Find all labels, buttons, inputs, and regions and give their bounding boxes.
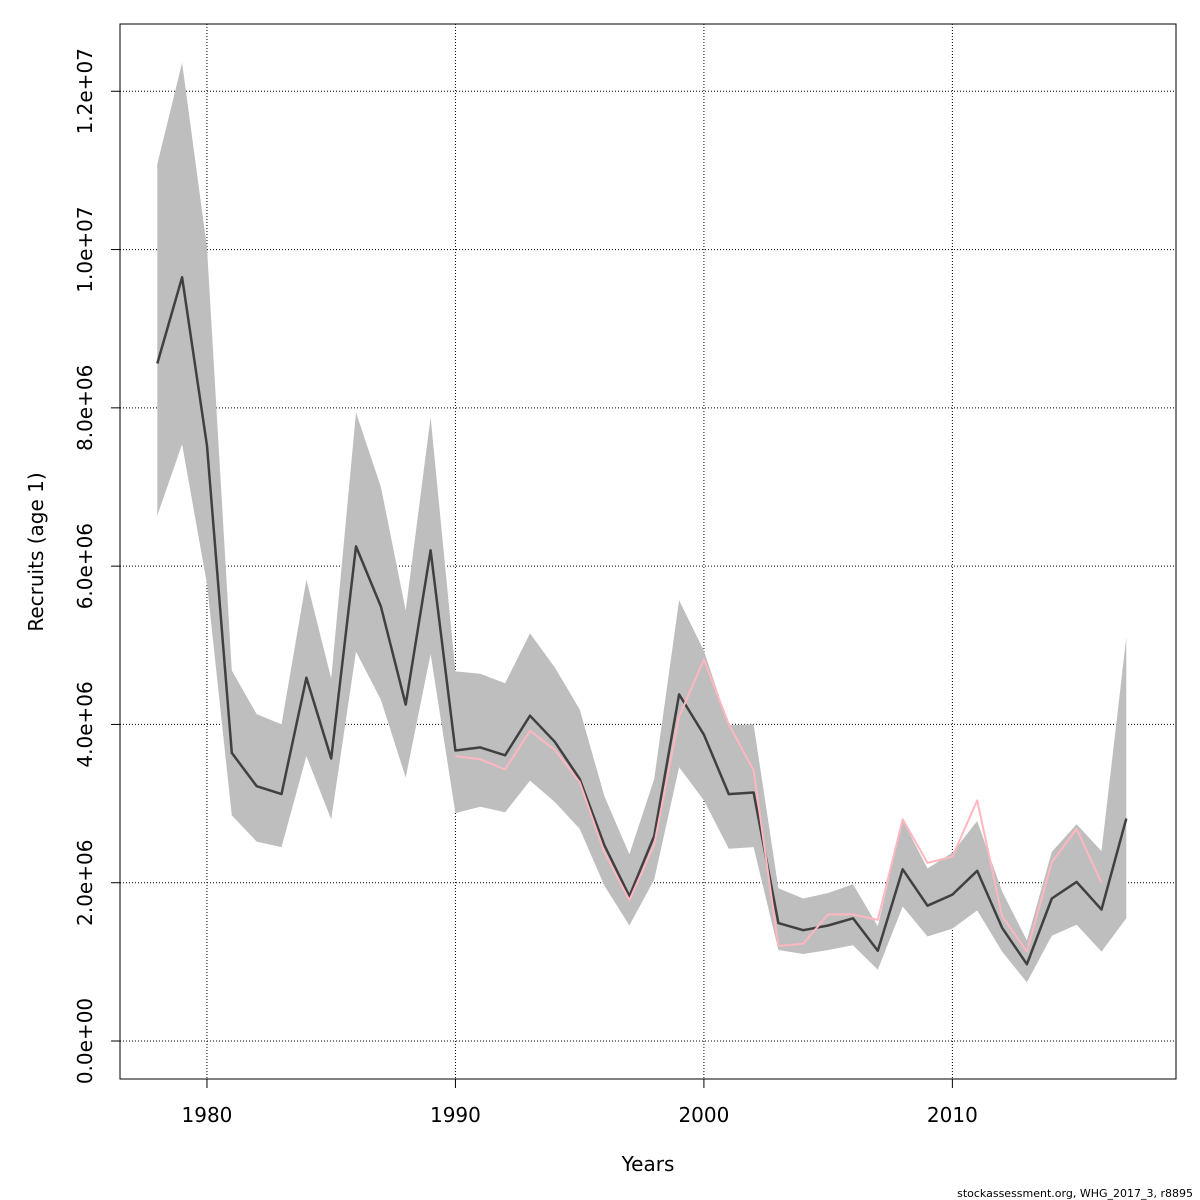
- x-tick-label: 2010: [927, 1103, 978, 1127]
- y-tick-label: 1.0e+07: [73, 206, 97, 292]
- y-tick-label: 6.0e+06: [73, 523, 97, 609]
- y-tick-label: 1.2e+07: [73, 48, 97, 134]
- estimate-line: [156, 276, 1128, 966]
- y-tick-label: 0.0e+00: [73, 998, 97, 1084]
- footer-credit: stockassessment.org, WHG_2017_3, r8895: [957, 1187, 1193, 1200]
- x-tick-label: 1990: [430, 1103, 481, 1127]
- x-axis: 1980 1990 2000 2010: [182, 1079, 978, 1127]
- y-tick-label: 4.0e+06: [73, 681, 97, 767]
- confidence-band-layer: [157, 62, 1127, 983]
- x-tick-label: 1980: [182, 1103, 233, 1127]
- y-axis: 0.0e+00 2.0e+06 4.0e+06 6.0e+06 8.0e+06 1.0e+…: [73, 48, 120, 1084]
- y-tick-label: 8.0e+06: [73, 365, 97, 451]
- grid-lines: [120, 24, 1176, 1079]
- x-axis-title: Years: [621, 1152, 675, 1176]
- series-lines-layer: [156, 276, 1128, 966]
- retrospective-line: [455, 658, 1103, 953]
- x-tick-label: 2000: [678, 1103, 729, 1127]
- confidence-band: [157, 62, 1127, 983]
- plot-frame: [119, 23, 1177, 1080]
- y-tick-label: 2.0e+06: [73, 840, 97, 926]
- y-axis-title: Recruits (age 1): [24, 472, 48, 631]
